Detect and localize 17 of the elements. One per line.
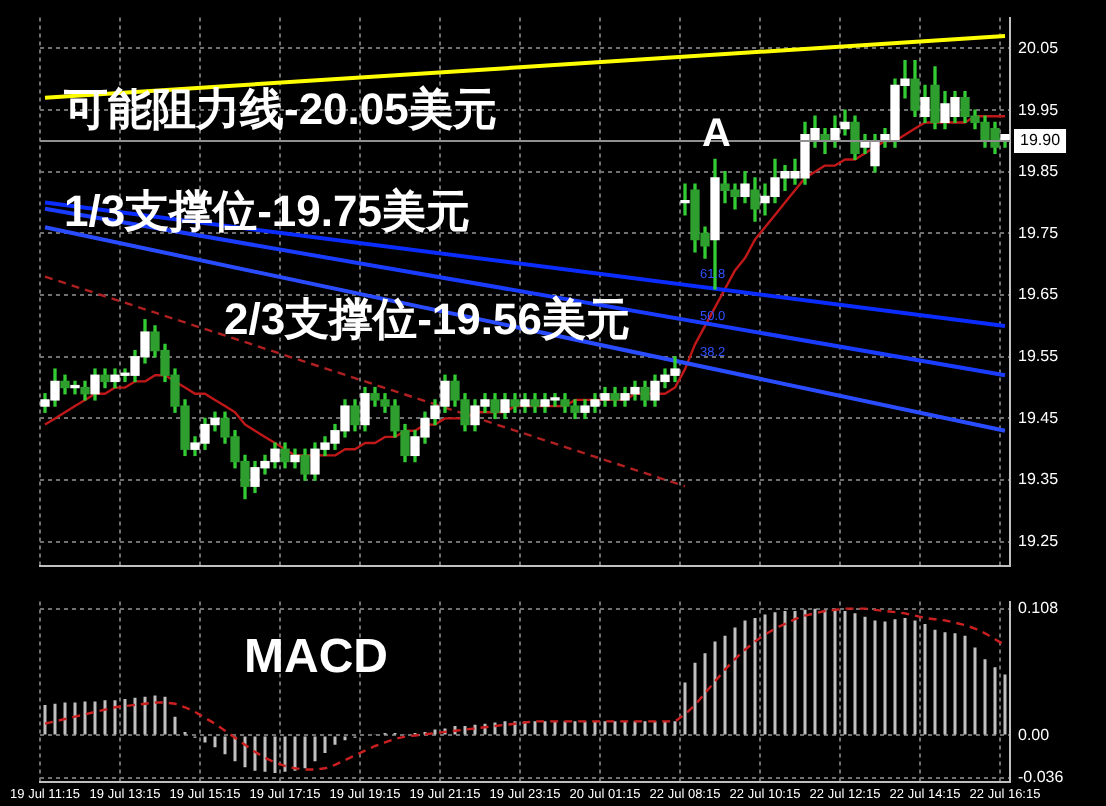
y-tick-label: 19.25 [1018, 532, 1060, 551]
y-tick-label: 19.55 [1018, 347, 1060, 366]
line-series [43, 607, 1007, 771]
annotation: MACD [244, 630, 388, 684]
y-tick-label: 19.75 [1018, 223, 1060, 242]
y-tick-label: 19.65 [1018, 285, 1060, 304]
y-tick-label: -0.036 [1018, 768, 1065, 787]
y-tick-label: 19.45 [1018, 408, 1060, 427]
y-tick-label: 19.85 [1018, 162, 1060, 181]
y-tick-label: 20.05 [1018, 38, 1060, 57]
y-tick-label: 0.00 [1018, 725, 1051, 744]
y-tick-label: 0.108 [1018, 599, 1060, 618]
candlestick [680, 183, 690, 216]
y-tick-label: 19.95 [1018, 100, 1060, 119]
y-tick-label: 19.35 [1018, 470, 1060, 489]
ref-line-label: 19.90 [1020, 131, 1062, 150]
annotation: 可能阻力线-20.05美元 [62, 84, 497, 134]
